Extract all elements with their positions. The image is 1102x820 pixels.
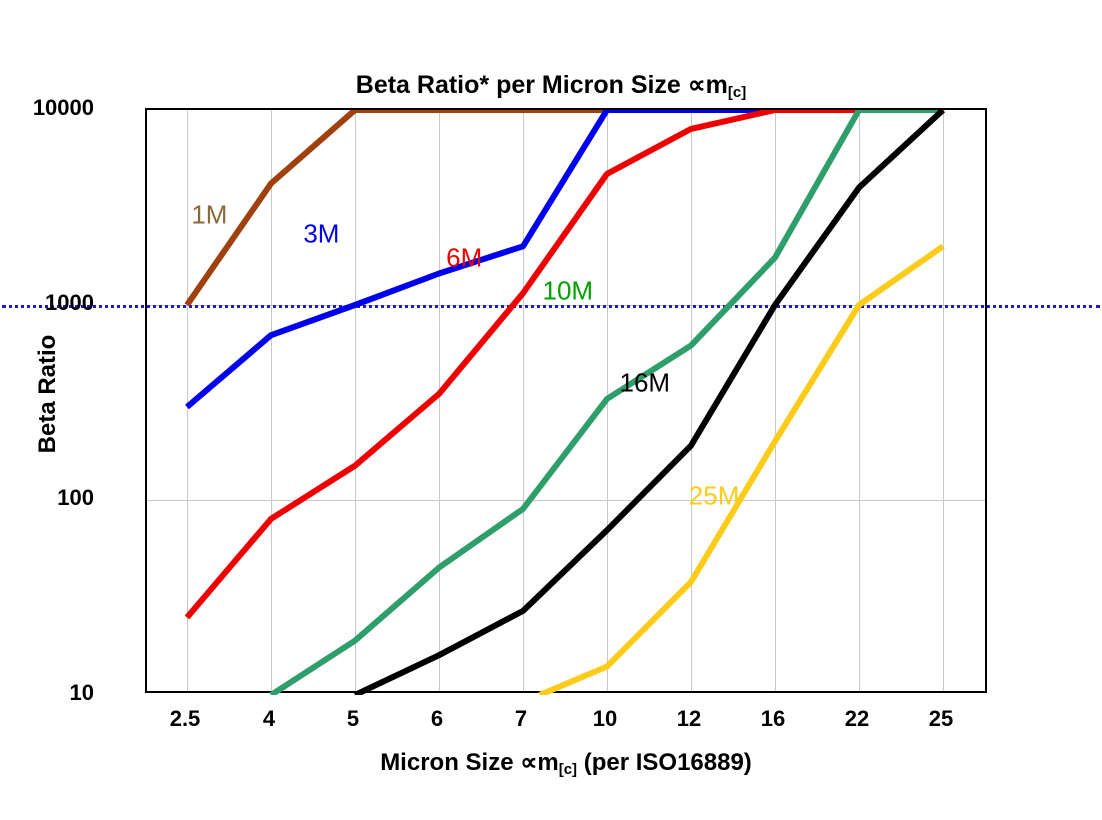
series-line-3m	[185, 110, 943, 410]
x-tick-label: 5	[346, 706, 360, 731]
x-tick-label: 10	[592, 706, 618, 731]
vertical-gridline	[775, 110, 776, 691]
plot-area: 1M 3M 6M 10M 16M 25M	[2, 108, 1100, 695]
y-tick-label: 1000	[45, 290, 94, 315]
y-tick-label: 10	[69, 680, 94, 705]
threshold-line-1000	[2, 305, 1100, 308]
x-tick-label: 22	[844, 706, 870, 731]
vertical-gridline	[187, 110, 188, 691]
x-axis-title-subscript: [c]	[558, 761, 578, 778]
y-axis-title: Beta Ratio	[34, 334, 61, 454]
vertical-gridline	[859, 110, 860, 691]
series-label-6m: 6M	[446, 242, 483, 273]
vertical-gridline	[691, 110, 692, 691]
series-label-25m: 25M	[688, 480, 740, 511]
vertical-gridline	[355, 110, 356, 691]
x-axis-title-pre: Micron Size	[380, 749, 521, 776]
vertical-gridline	[523, 110, 524, 691]
y-tick-label: 10000	[32, 95, 94, 120]
x-axis-title: Micron Size ∝m[c] (per ISO16889)	[145, 748, 987, 778]
series-label-3m: 3M	[303, 218, 340, 249]
x-axis-title-post: (per ISO16889)	[577, 749, 752, 776]
horizontal-gridline	[147, 500, 985, 501]
chart-title-main: Beta Ratio* per Micron Size	[355, 71, 688, 99]
y-tick-label: 100	[57, 485, 94, 510]
series-line-10m	[269, 110, 943, 695]
x-axis-title-symbol: ∝m	[520, 749, 559, 776]
x-tick-label: 16	[760, 706, 786, 731]
series-label-10m: 10M	[542, 275, 594, 306]
x-tick-label: 4	[262, 706, 276, 731]
vertical-gridline	[271, 110, 272, 691]
chart-title: Beta Ratio* per Micron Size ∝m[c]	[0, 70, 1102, 101]
x-tick-label: 6	[430, 706, 444, 731]
vertical-gridline	[439, 110, 440, 691]
series-line-1m	[184, 110, 943, 307]
x-tick-label: 25	[928, 706, 954, 731]
series-line-25m	[538, 243, 945, 695]
x-tick-label: 2.5	[169, 706, 201, 731]
x-tick-label: 7	[514, 706, 528, 731]
series-line-6m	[184, 110, 943, 620]
series-label-1m: 1M	[191, 199, 228, 230]
vertical-gridline	[943, 110, 944, 691]
chart-title-symbol: ∝m	[687, 71, 728, 99]
series-line-16m	[353, 110, 946, 695]
series-label-16m: 16M	[619, 367, 671, 398]
x-tick-label: 12	[676, 706, 702, 731]
chart-title-subscript: [c]	[727, 84, 747, 101]
series-lines	[184, 110, 946, 695]
